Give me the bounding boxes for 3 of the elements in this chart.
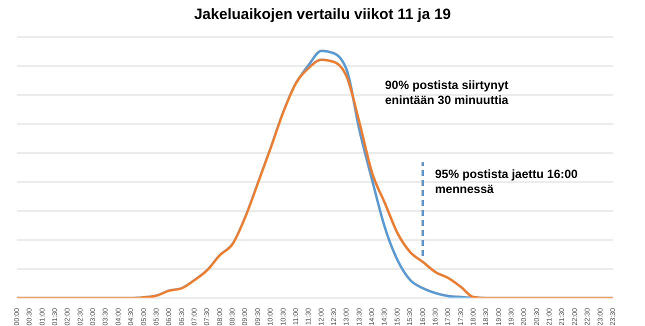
annotation: 95% postista jaettu 16:00 mennessä [435, 167, 578, 197]
chart-title: Jakeluaikojen vertailu viikot 11 ja 19 [193, 6, 452, 23]
annotation: 90% postista siirtynyt enintään 30 minuuttia [385, 78, 508, 108]
